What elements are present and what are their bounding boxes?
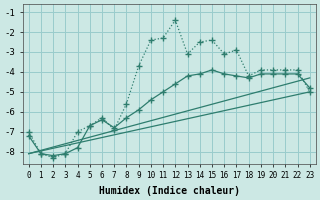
X-axis label: Humidex (Indice chaleur): Humidex (Indice chaleur) — [99, 186, 240, 196]
